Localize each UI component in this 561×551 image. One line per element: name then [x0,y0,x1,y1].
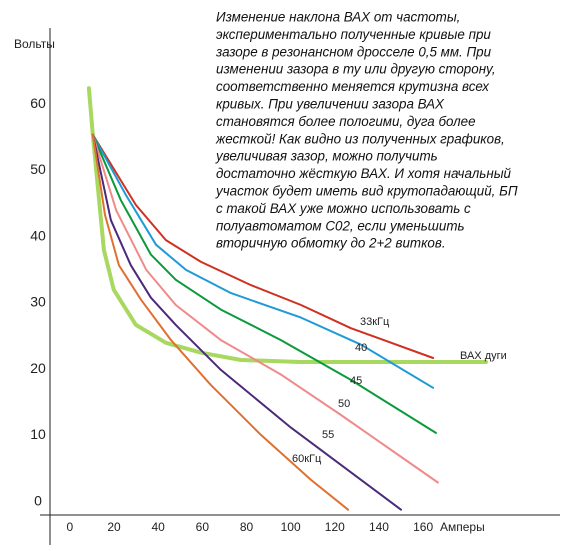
x-tick-label: 60 [196,520,210,534]
annotation-line: зазоре в резонансном дросселе 0,5 мм. Пр… [215,44,492,59]
annotation-line: с такой ВАХ уже можно использовать с [216,201,471,216]
annotation-line: экспериментально полученные кривые при [216,27,491,42]
annotation-line: полуавтоматом С02, если уменьшить [216,218,465,233]
annotation-line: соответственно меняется крутизна всех [216,79,490,94]
x-tick-label: 20 [107,520,121,534]
y-tick-label: 30 [30,294,46,310]
annotation: Изменение наклона ВАХ от частоты, экспери… [215,10,518,251]
series-label: 60кГц [292,453,322,465]
series-label: 40 [355,342,367,354]
y-axis-label: Вольты [14,37,55,51]
annotation-line: кривых. При увеличении зазора ВАХ [216,97,445,112]
series-line [91,133,439,484]
annotation-line: изменении зазора в ту или другую сторону… [216,62,496,77]
series-line [91,133,435,389]
series-line [91,133,350,511]
y-tick-label: 60 [30,95,46,111]
annotation-line: увеличивая зазор, можно получить [215,149,438,164]
series-line [91,133,402,511]
y-tick-label: 10 [30,426,46,442]
y-tick-label: 20 [30,360,46,376]
series-label: 45 [350,375,362,387]
series-line [86,86,488,364]
annotation-line: участок будет иметь вид крутопадающий, Б… [215,184,518,199]
y-tick-label: 50 [30,161,46,177]
x-tick-label: 140 [369,520,389,534]
annotation-line: становятся более пологими, дуга более [216,114,476,129]
x-tick-label: 40 [152,520,166,534]
series-label: ВАХ дуги [460,350,507,362]
annotation-line: достаточно жёсткую ВАХ. И хотя начальный [216,166,512,181]
annotation-line: вторичную обмотку до 2+2 витков. [216,236,446,251]
annotation-line: Изменение наклона ВАХ от частоты, [216,10,460,25]
series-line [91,133,437,434]
x-tick-label: 80 [240,520,254,534]
x-tick-label: 0 [67,520,74,534]
annotation-line: жесткой! Как видно из полученных графико… [215,131,505,146]
x-tick-label: 100 [281,520,301,534]
y-tick-label: 0 [34,492,42,508]
series-line [91,133,435,359]
series-label: 33кГц [360,316,390,328]
y-tick-label: 40 [30,227,46,243]
x-tick-label: 160 [413,520,433,534]
series-label: 55 [322,429,334,441]
x-axis-label: Амперы [440,520,485,534]
x-tick-label: 120 [325,520,345,534]
series-label: 50 [338,398,350,410]
